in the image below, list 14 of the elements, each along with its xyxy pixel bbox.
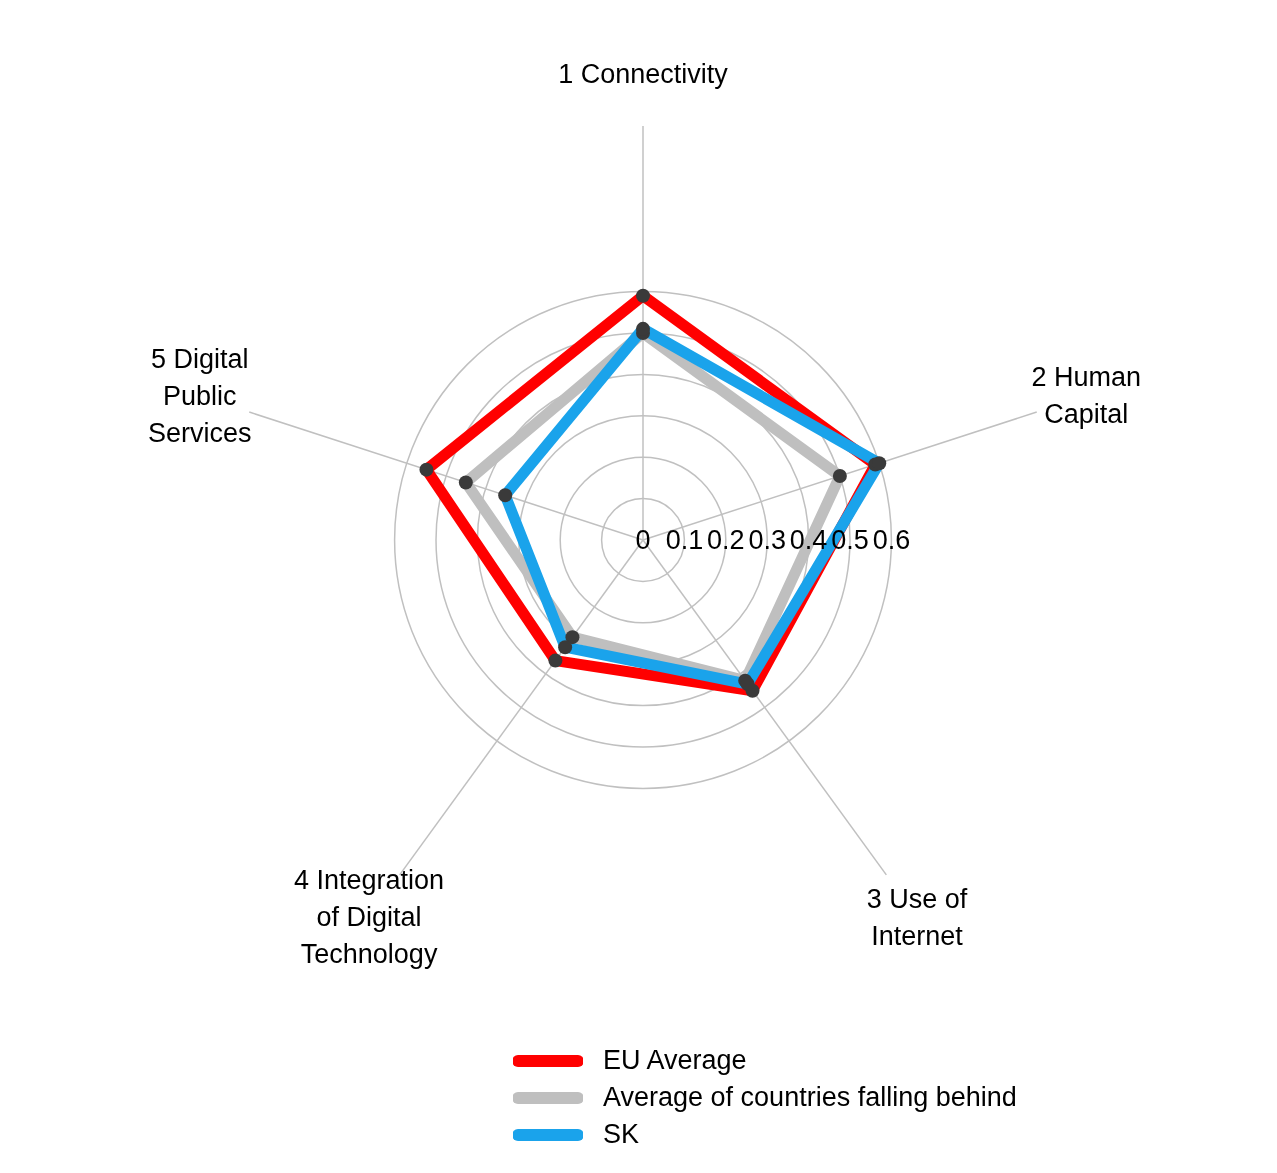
y-tick-label: 0 (635, 525, 651, 555)
spoke-label: 4 Integration of Digital Technology (294, 865, 445, 969)
spoke-label: 1 Connectivity (558, 59, 729, 89)
y-tick-label: 0.6 (872, 525, 911, 555)
legend-label: Average of countries falling behind (603, 1082, 1017, 1113)
spoke-label: 2 Human Capital (1031, 362, 1141, 430)
y-tick-label: 0.1 (665, 525, 704, 555)
legend-label: EU Average (603, 1045, 747, 1076)
spoke-label: 3 Use of Internet (866, 883, 968, 951)
spoke-label: 5 Digital Public Services (148, 344, 252, 448)
legend-label: SK (603, 1119, 640, 1150)
y-tick-label: 0.3 (748, 525, 786, 555)
y-tick-label: 0.2 (707, 525, 745, 555)
y-tick-label: 0.4 (789, 525, 828, 555)
